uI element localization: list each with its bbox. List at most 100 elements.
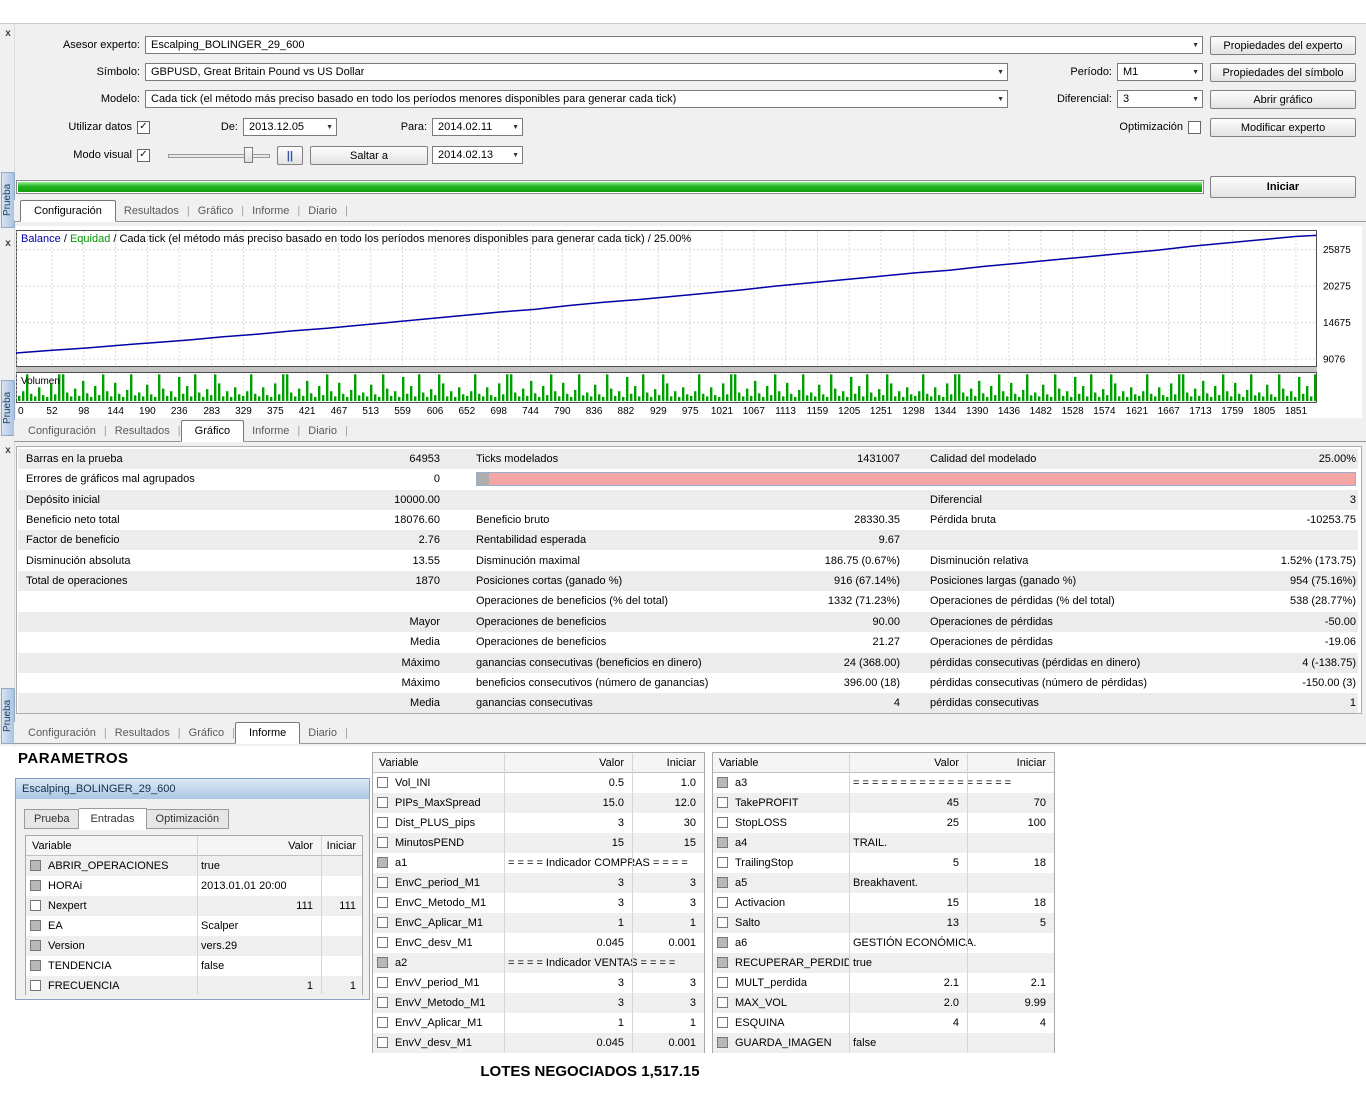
param-checkbox[interactable]: [377, 837, 388, 848]
tab-informe[interactable]: Informe: [244, 202, 297, 221]
x-axis-tick-label: 1621: [1126, 406, 1149, 417]
param-checkbox[interactable]: [30, 920, 41, 931]
param-value: false: [853, 1033, 1046, 1053]
param-value: 0.045: [508, 1033, 624, 1053]
pause-button[interactable]: ||: [277, 146, 303, 165]
skip-to-button[interactable]: Saltar a: [310, 146, 428, 165]
param-checkbox[interactable]: [717, 1037, 728, 1048]
param-checkbox[interactable]: [377, 797, 388, 808]
tab-diario[interactable]: Diario: [300, 724, 345, 743]
tab-informe[interactable]: Informe: [244, 422, 297, 441]
tab-diario[interactable]: Diario: [300, 422, 345, 441]
param-checkbox[interactable]: [717, 997, 728, 1008]
report-cell: [476, 490, 756, 510]
param-checkbox[interactable]: [717, 857, 728, 868]
param-checkbox[interactable]: [30, 960, 41, 971]
param-checkbox[interactable]: [30, 880, 41, 891]
param-checkbox[interactable]: [717, 797, 728, 808]
tab-grafico[interactable]: Gráfico: [181, 724, 232, 743]
visual-speed-slider-thumb[interactable]: [244, 147, 253, 163]
param-checkbox[interactable]: [30, 900, 41, 911]
report-cell: Factor de beneficio: [26, 530, 366, 550]
param-value: 25: [853, 813, 959, 833]
tab-informe[interactable]: Informe: [235, 722, 300, 744]
expert-select[interactable]: Escalping_BOLINGER_29_600 ▼: [145, 36, 1203, 54]
param-checkbox[interactable]: [377, 937, 388, 948]
param-checkbox[interactable]: [377, 957, 388, 968]
symbol-select[interactable]: GBPUSD, Great Britain Pound vs US Dollar…: [145, 63, 1008, 81]
expert-tab-prueba[interactable]: Prueba: [24, 809, 79, 829]
param-value: 13: [853, 913, 959, 933]
test-progress-fill: [18, 182, 1202, 192]
param-checkbox[interactable]: [377, 917, 388, 928]
tab-resultados[interactable]: Resultados: [107, 422, 178, 441]
param-checkbox[interactable]: [717, 977, 728, 988]
expert-tab-entradas[interactable]: Entradas: [79, 808, 146, 830]
expert-tab-optimizacion[interactable]: Optimización: [147, 809, 230, 829]
param-start-value: 5: [961, 913, 1046, 933]
param-checkbox[interactable]: [377, 777, 388, 788]
param-checkbox[interactable]: [377, 857, 388, 868]
param-checkbox[interactable]: [377, 1037, 388, 1048]
close-icon[interactable]: x: [3, 238, 13, 249]
spread-select[interactable]: 3 ▼: [1117, 90, 1203, 108]
param-checkbox[interactable]: [717, 897, 728, 908]
param-header-valor: Valor: [508, 753, 624, 773]
param-checkbox[interactable]: [377, 997, 388, 1008]
tab-grafico[interactable]: Gráfico: [181, 420, 244, 442]
param-checkbox[interactable]: [30, 980, 41, 991]
close-icon[interactable]: x: [3, 28, 13, 39]
param-checkbox[interactable]: [377, 1017, 388, 1028]
y-axis-tick-label: 25875: [1323, 245, 1351, 256]
param-checkbox[interactable]: [377, 817, 388, 828]
tab-configuracion[interactable]: Configuración: [20, 724, 104, 743]
param-checkbox[interactable]: [717, 917, 728, 928]
sidebar-tab-prueba[interactable]: Prueba: [1, 380, 15, 436]
param-checkbox[interactable]: [717, 957, 728, 968]
param-row: MAX_VOL2.09.99: [713, 993, 1054, 1013]
tab-diario[interactable]: Diario: [300, 202, 345, 221]
param-checkbox[interactable]: [717, 1017, 728, 1028]
expert-properties-button[interactable]: Propiedades del experto: [1210, 36, 1356, 55]
param-header-variable: Variable: [719, 753, 849, 773]
close-icon[interactable]: x: [3, 445, 13, 456]
param-checkbox[interactable]: [717, 837, 728, 848]
sidebar-tab-prueba[interactable]: Prueba: [1, 688, 15, 744]
expert-value: Escalping_BOLINGER_29_600: [151, 37, 304, 53]
param-checkbox[interactable]: [377, 897, 388, 908]
model-select[interactable]: Cada tick (el método más preciso basado …: [145, 90, 1008, 108]
open-chart-button[interactable]: Abrir gráfico: [1210, 90, 1356, 109]
start-button[interactable]: Iniciar: [1210, 176, 1356, 198]
report-cell: 21.27: [758, 632, 900, 652]
optimization-checkbox[interactable]: [1188, 121, 1201, 134]
param-checkbox[interactable]: [717, 817, 728, 828]
tab-configuracion[interactable]: Configuración: [20, 200, 116, 222]
visual-mode-checkbox[interactable]: ✓: [137, 149, 150, 162]
param-checkbox[interactable]: [717, 877, 728, 888]
x-axis-tick-label: 421: [299, 406, 316, 417]
symbol-properties-button[interactable]: Propiedades del símbolo: [1210, 63, 1356, 82]
date-to-select[interactable]: 2014.02.11 ▼: [432, 118, 523, 136]
sidebar-tab-prueba[interactable]: Prueba: [1, 172, 15, 228]
param-checkbox[interactable]: [377, 877, 388, 888]
param-checkbox[interactable]: [717, 937, 728, 948]
param-checkbox[interactable]: [717, 777, 728, 788]
tab-configuracion[interactable]: Configuración: [20, 422, 104, 441]
report-row: Operaciones de beneficios (% del total)1…: [18, 591, 1358, 611]
modify-expert-button[interactable]: Modificar experto: [1210, 118, 1356, 137]
tab-resultados[interactable]: Resultados: [116, 202, 187, 221]
param-checkbox[interactable]: [377, 977, 388, 988]
x-axis-tick-label: 882: [618, 406, 635, 417]
param-checkbox[interactable]: [30, 940, 41, 951]
skip-to-date-select[interactable]: 2014.02.13 ▼: [432, 146, 523, 164]
param-name: a3: [735, 773, 849, 793]
param-checkbox[interactable]: [30, 860, 41, 871]
report-cell: 4 (-138.75): [1210, 653, 1356, 673]
date-from-select[interactable]: 2013.12.05 ▼: [243, 118, 337, 136]
tab-resultados[interactable]: Resultados: [107, 724, 178, 743]
tab-grafico[interactable]: Gráfico: [190, 202, 241, 221]
use-data-checkbox[interactable]: ✓: [137, 121, 150, 134]
visual-speed-slider[interactable]: [168, 154, 270, 158]
param-value: 2.0: [853, 993, 959, 1013]
period-select[interactable]: M1 ▼: [1117, 63, 1203, 81]
